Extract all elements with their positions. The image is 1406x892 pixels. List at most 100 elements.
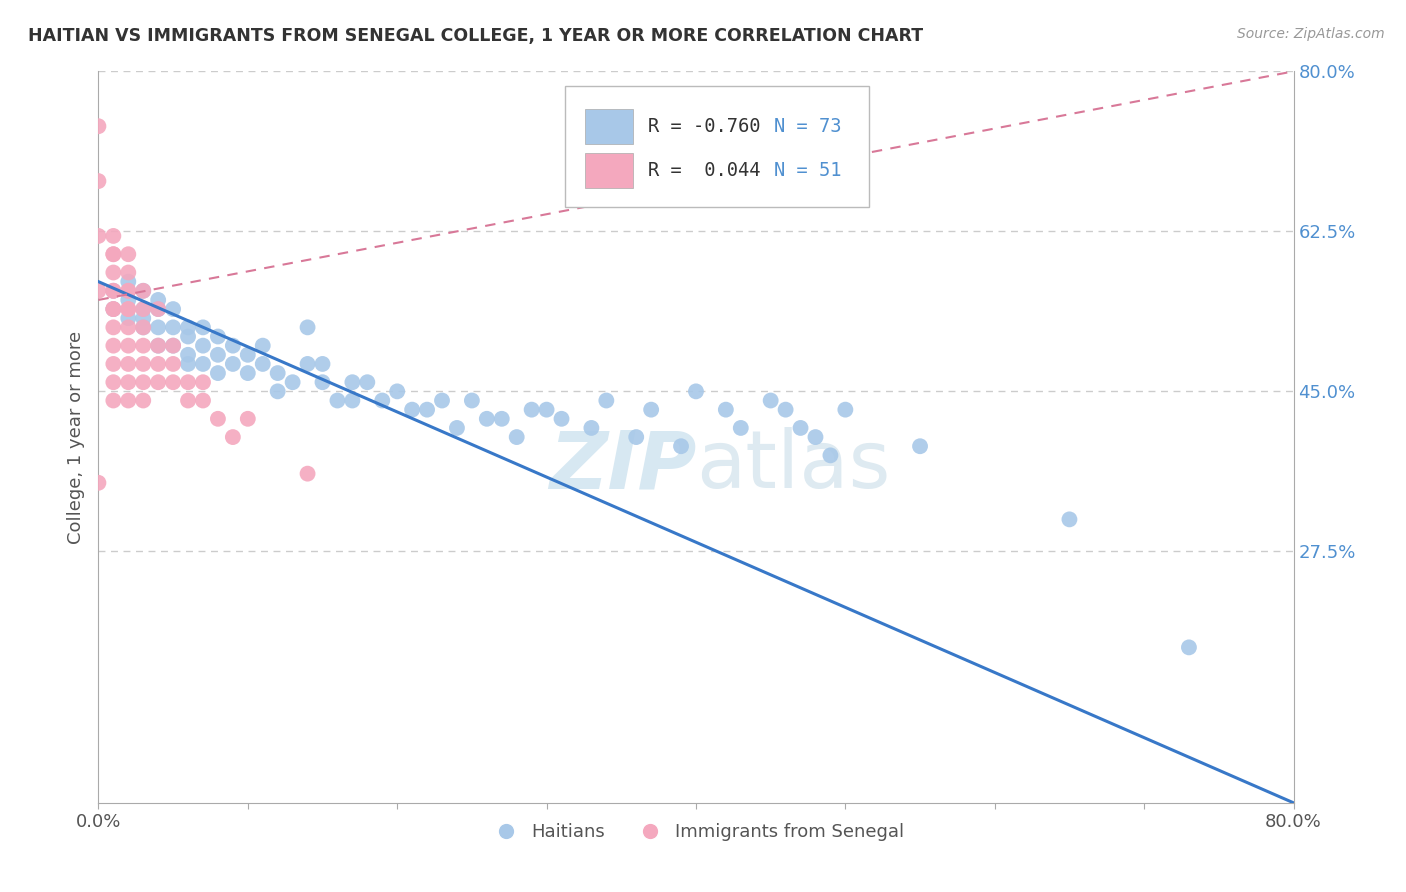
Point	[103, 393, 125, 408]
Point	[908, 439, 931, 453]
Point	[207, 366, 229, 380]
Point	[132, 320, 155, 334]
Point	[87, 229, 110, 244]
Point	[148, 375, 170, 389]
Point	[789, 421, 811, 435]
Point	[236, 366, 259, 380]
Point	[162, 375, 184, 389]
FancyBboxPatch shape	[585, 153, 633, 187]
Point	[87, 475, 110, 490]
Point	[117, 266, 139, 280]
Point	[103, 284, 125, 298]
Point	[148, 338, 170, 352]
Point	[191, 357, 214, 371]
Point	[162, 338, 184, 352]
Point	[117, 284, 139, 298]
Point	[117, 311, 139, 326]
Point	[491, 412, 513, 426]
Point	[730, 421, 752, 435]
Text: R =  0.044: R = 0.044	[648, 161, 761, 179]
Point	[446, 421, 468, 435]
Point	[132, 301, 155, 317]
Point	[222, 430, 245, 444]
Point	[385, 384, 409, 399]
Legend: Haitians, Immigrants from Senegal: Haitians, Immigrants from Senegal	[481, 816, 911, 848]
Point	[416, 402, 439, 417]
Point	[640, 402, 662, 417]
Point	[177, 329, 200, 343]
Point	[117, 375, 139, 389]
Point	[87, 174, 110, 188]
FancyBboxPatch shape	[565, 86, 869, 207]
Point	[759, 393, 782, 408]
Text: N = 73: N = 73	[773, 117, 841, 136]
Point	[236, 348, 259, 362]
Point	[252, 357, 274, 371]
Point	[207, 329, 229, 343]
Point	[117, 247, 139, 261]
Point	[475, 412, 498, 426]
Point	[117, 275, 139, 289]
Point	[103, 338, 125, 352]
Point	[252, 338, 274, 352]
Point	[326, 393, 349, 408]
Point	[148, 301, 170, 317]
Point	[685, 384, 707, 399]
Point	[222, 357, 245, 371]
Point	[626, 430, 648, 444]
Point	[595, 393, 617, 408]
Point	[297, 357, 319, 371]
Point	[87, 284, 110, 298]
Point	[132, 393, 155, 408]
Point	[669, 439, 692, 453]
Point	[117, 284, 139, 298]
Point	[820, 448, 842, 462]
Point	[342, 375, 364, 389]
Point	[311, 375, 333, 389]
Point	[191, 320, 214, 334]
Point	[148, 301, 170, 317]
Point	[177, 357, 200, 371]
Point	[103, 301, 125, 317]
Point	[162, 338, 184, 352]
Point	[117, 293, 139, 307]
Point	[371, 393, 394, 408]
Point	[222, 338, 245, 352]
Text: atlas: atlas	[696, 427, 890, 506]
Point	[87, 120, 110, 134]
Point	[117, 393, 139, 408]
Text: ZIP: ZIP	[548, 427, 696, 506]
Point	[132, 284, 155, 298]
Point	[207, 348, 229, 362]
Point	[536, 402, 558, 417]
Point	[177, 393, 200, 408]
Point	[550, 412, 572, 426]
Point	[804, 430, 827, 444]
Point	[162, 320, 184, 334]
Point	[581, 421, 603, 435]
Point	[117, 338, 139, 352]
Point	[342, 393, 364, 408]
Point	[297, 467, 319, 481]
Text: N = 51: N = 51	[773, 161, 841, 179]
Point	[148, 320, 170, 334]
Point	[103, 301, 125, 317]
Point	[148, 293, 170, 307]
Point	[236, 412, 259, 426]
Text: HAITIAN VS IMMIGRANTS FROM SENEGAL COLLEGE, 1 YEAR OR MORE CORRELATION CHART: HAITIAN VS IMMIGRANTS FROM SENEGAL COLLE…	[28, 27, 924, 45]
Point	[103, 357, 125, 371]
Point	[132, 357, 155, 371]
Text: R = -0.760: R = -0.760	[648, 117, 761, 136]
Point	[191, 375, 214, 389]
Text: Source: ZipAtlas.com: Source: ZipAtlas.com	[1237, 27, 1385, 41]
Point	[461, 393, 484, 408]
Point	[177, 375, 200, 389]
Point	[281, 375, 304, 389]
Point	[132, 284, 155, 298]
Point	[103, 375, 125, 389]
Point	[775, 402, 797, 417]
Point	[132, 301, 155, 317]
Point	[148, 357, 170, 371]
Point	[311, 357, 333, 371]
Point	[162, 357, 184, 371]
